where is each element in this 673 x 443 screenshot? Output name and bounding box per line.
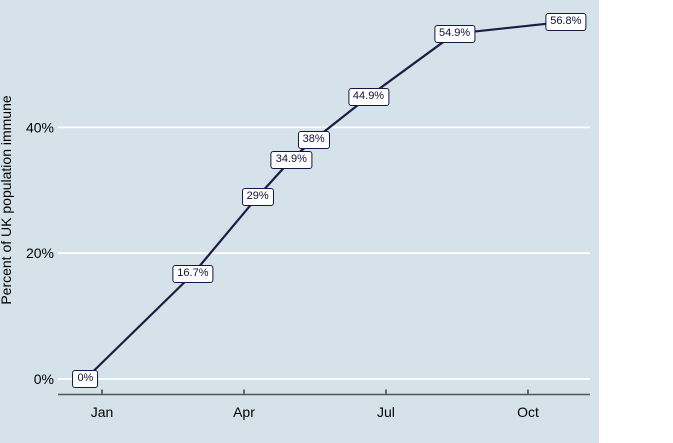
- x-tick-label-Jul: Jul: [377, 404, 395, 420]
- y-tick-label-20%: 20%: [26, 245, 54, 261]
- y-axis-title: Percent of UK population immune: [0, 95, 14, 305]
- x-axis: [58, 389, 590, 396]
- gridlines: [58, 126, 590, 380]
- value-label-56.8%: 56.8%: [545, 12, 587, 31]
- x-tick-label-Oct: Oct: [517, 404, 539, 420]
- value-label-44.9%: 44.9%: [347, 87, 390, 106]
- y-tick-label-40%: 40%: [26, 119, 54, 135]
- axis-tick-labels: Jan Apr Jul Oct 0% 20% 40%: [26, 119, 539, 420]
- plot-area-background: [0, 0, 599, 443]
- x-tick-label-Jan: Jan: [91, 404, 114, 420]
- value-label-16.7%: 16.7%: [172, 265, 214, 283]
- value-label-38%: 38%: [297, 131, 330, 149]
- value-label-34.9%: 34.9%: [270, 150, 312, 169]
- value-label-54.9%: 54.9%: [433, 24, 476, 43]
- immunity-line-series: [84, 20, 567, 381]
- x-tick-label-Apr: Apr: [233, 404, 255, 420]
- value-label-29%: 29%: [241, 187, 274, 206]
- value-label-0%: 0%: [72, 370, 99, 388]
- y-tick-label-0%: 0%: [34, 371, 54, 387]
